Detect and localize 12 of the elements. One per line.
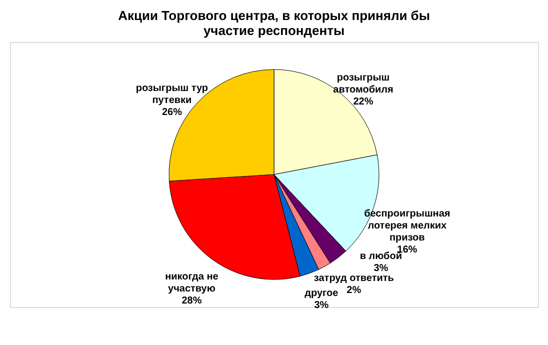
data-label: 22% bbox=[353, 96, 374, 108]
slice-label: розыгрыш тур путевки bbox=[136, 83, 208, 106]
data-label: 26% bbox=[162, 107, 182, 118]
data-label: 3% bbox=[314, 300, 329, 312]
data-label: 2% bbox=[346, 284, 362, 296]
chart-title: Акции Торгового центра, в которых приняли бы участие респонденты bbox=[118, 8, 430, 38]
data-label: 3% bbox=[374, 262, 388, 274]
data-label: 28% bbox=[182, 295, 202, 306]
slice-label: никогда не участвую bbox=[165, 271, 219, 294]
slice-label: другое bbox=[304, 288, 339, 300]
slice-label: затруд ответить bbox=[314, 272, 394, 284]
slice-label: в любой bbox=[360, 250, 402, 262]
